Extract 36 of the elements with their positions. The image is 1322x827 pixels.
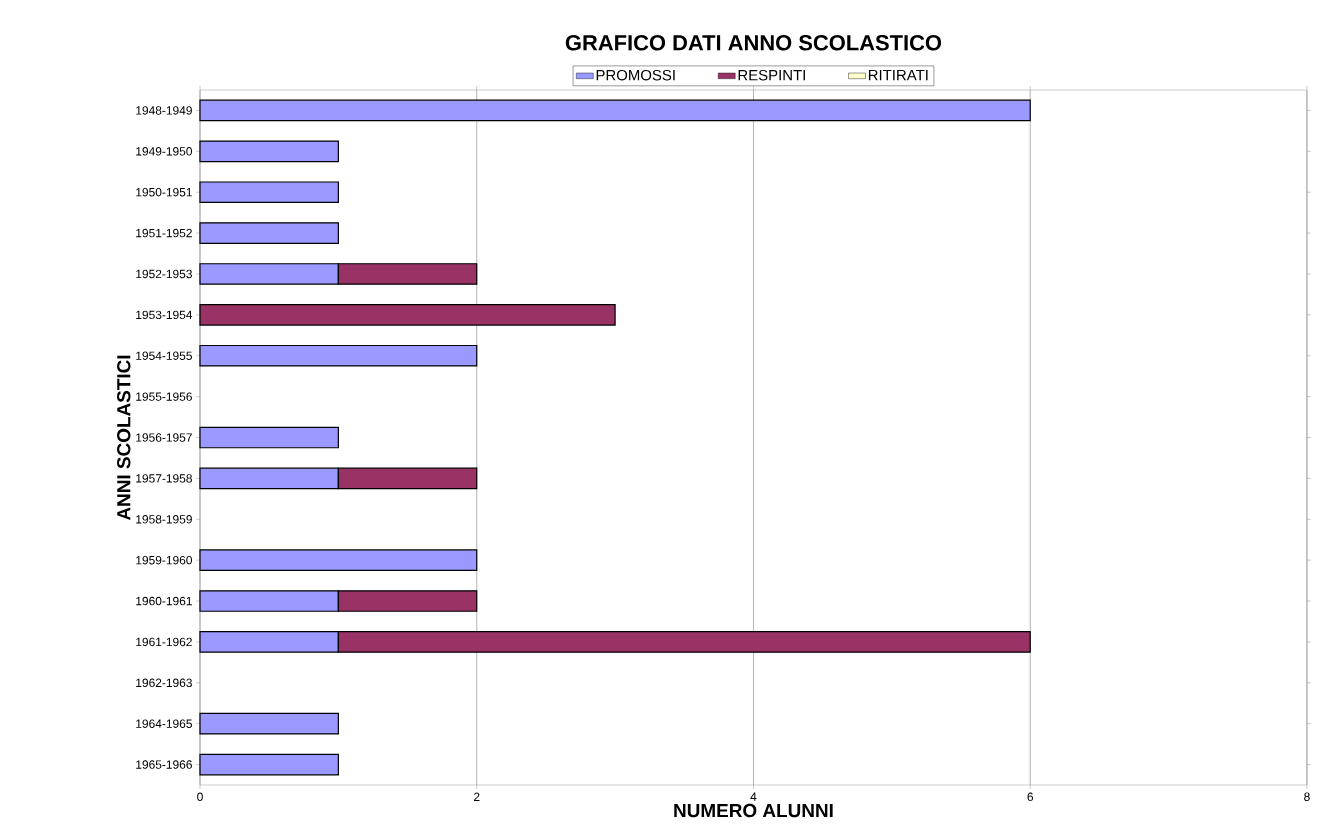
y-tick-label: 1957-1958 [136, 474, 192, 483]
x-tick-label: 6 [1027, 792, 1034, 801]
x-tick-label: 4 [750, 792, 757, 801]
y-tick-label: 1959-1960 [136, 555, 193, 565]
bar [199, 140, 339, 163]
y-tick-label: 1955-1956 [136, 392, 192, 401]
bar [199, 222, 339, 244]
y-tick-label: 1951-1952 [136, 228, 192, 238]
legend-label: PROMOSSI [596, 69, 675, 81]
legend-label: RESPINTI [738, 69, 805, 81]
bar [199, 712, 339, 735]
y-tick-label: 1953-1954 [136, 310, 193, 320]
bar [199, 549, 478, 571]
x-tick-label: 0 [197, 792, 203, 801]
y-tick-label: 1960-1961 [136, 596, 192, 606]
y-tick-label: 1958-1959 [136, 515, 192, 524]
y-tick-label: 1965-1966 [136, 760, 192, 769]
y-tick-label: 1948-1949 [136, 106, 192, 115]
y-tick-label: 1952-1953 [136, 269, 192, 279]
legend-label: RITIRATI [868, 69, 928, 81]
x-tick-label: 2 [474, 792, 480, 801]
x-axis-title: NUMERO ALUNNI [674, 803, 833, 818]
y-tick-label: 1961-1962 [136, 637, 192, 647]
bar [199, 181, 339, 204]
y-axis-title: ANNI SCOLASTICI [117, 355, 131, 521]
y-tick-label: 1956-1957 [136, 433, 192, 442]
y-tick-label: 1949-1950 [136, 147, 193, 156]
y-tick-label: 1962-1963 [136, 678, 192, 688]
bar [199, 426, 339, 449]
bar [199, 304, 616, 326]
y-tick-label: 1950-1951 [136, 187, 192, 197]
x-tick-label: 8 [1304, 792, 1310, 801]
y-tick-label: 1954-1955 [136, 351, 192, 360]
chart-title: GRAFICO DATI ANNO SCOLASTICO [565, 34, 942, 51]
bar [199, 344, 478, 367]
y-tick-label: 1964-1965 [136, 719, 192, 728]
